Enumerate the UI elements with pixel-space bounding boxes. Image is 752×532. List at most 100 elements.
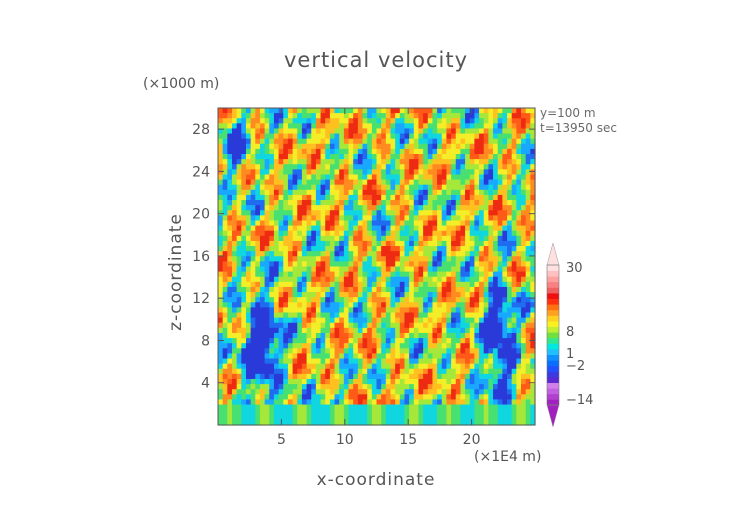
heatmap-cell: [222, 266, 228, 273]
heatmap-cell: [530, 373, 536, 380]
heatmap-cell: [418, 215, 424, 222]
heatmap-cell: [381, 220, 387, 227]
heatmap-cell: [465, 399, 471, 406]
heatmap-cell: [339, 338, 345, 344]
heatmap-cell: [236, 205, 242, 211]
heatmap-cell: [497, 409, 503, 416]
heatmap-cell: [357, 138, 364, 145]
heatmap-cell: [460, 419, 466, 426]
heatmap-cell: [273, 169, 280, 176]
heatmap-cell: [357, 261, 364, 268]
heatmap-cell: [339, 133, 345, 140]
heatmap-cell: [353, 327, 359, 334]
heatmap-cell: [245, 317, 252, 324]
heatmap-cell: [441, 159, 448, 165]
heatmap-cell: [236, 271, 242, 278]
heatmap-cell: [357, 307, 364, 314]
heatmap-cell: [423, 154, 429, 160]
heatmap-cell: [362, 143, 368, 150]
heatmap-cell: [418, 348, 424, 355]
heatmap-cell: [437, 373, 443, 380]
heatmap-cell: [395, 235, 401, 242]
heatmap-cell: [367, 353, 373, 360]
heatmap-cell: [269, 230, 275, 237]
heatmap-cell: [362, 230, 368, 237]
heatmap-cell: [446, 138, 452, 145]
heatmap-cell: [497, 373, 503, 380]
heatmap-cell: [465, 113, 471, 119]
heatmap-cell: [460, 230, 466, 237]
heatmap-cell: [283, 384, 289, 390]
heatmap-cell: [465, 179, 471, 186]
heatmap-cell: [227, 194, 233, 201]
heatmap-cell: [404, 389, 410, 395]
heatmap-cell: [516, 230, 522, 237]
heatmap-cell: [255, 261, 261, 268]
heatmap-cell: [343, 394, 350, 401]
heatmap-cell: [488, 348, 494, 355]
heatmap-cell: [362, 240, 368, 247]
heatmap-cell: [259, 235, 266, 242]
heatmap-cell: [483, 128, 489, 135]
heatmap-cell: [427, 327, 434, 334]
heatmap-cell: [493, 353, 499, 360]
heatmap-cell: [315, 378, 322, 385]
heatmap-cell: [390, 210, 396, 216]
heatmap-cell: [348, 389, 354, 395]
heatmap-cell: [227, 225, 233, 232]
heatmap-cell: [404, 143, 410, 150]
heatmap-cell: [451, 256, 457, 262]
heatmap-cell: [334, 123, 340, 130]
heatmap-cell: [493, 159, 499, 165]
heatmap-cell: [497, 292, 503, 298]
heatmap-cell: [320, 414, 326, 421]
heatmap-cell: [278, 128, 284, 135]
colorbar-segment: [547, 371, 559, 378]
heatmap-cell: [395, 271, 401, 278]
heatmap-cell: [301, 302, 308, 308]
heatmap-cell: [525, 246, 531, 252]
heatmap-cell: [264, 210, 270, 216]
heatmap-cell: [255, 322, 261, 329]
heatmap-cell: [222, 368, 228, 375]
heatmap-cell: [516, 419, 522, 426]
heatmap-cell: [381, 194, 387, 201]
heatmap-cell: [339, 281, 345, 288]
heatmap-cell: [301, 154, 308, 160]
heatmap-cell: [329, 210, 336, 216]
heatmap-cell: [343, 332, 350, 339]
heatmap-cell: [376, 235, 382, 242]
heatmap-cell: [227, 159, 233, 165]
heatmap-cell: [451, 409, 457, 416]
heatmap-cell: [376, 307, 382, 314]
heatmap-cell: [278, 338, 284, 344]
heatmap-cell: [222, 271, 228, 278]
heatmap-cell: [231, 164, 238, 170]
heatmap-cell: [250, 230, 256, 237]
heatmap-cell: [516, 235, 522, 242]
heatmap-cell: [245, 215, 252, 222]
heatmap-cell: [399, 302, 406, 308]
heatmap-cell: [273, 373, 280, 380]
heatmap-cell: [292, 399, 298, 406]
heatmap-cell: [292, 261, 298, 268]
heatmap-cell: [320, 384, 326, 390]
heatmap-cell: [479, 419, 485, 426]
y-tick-label: 12: [192, 291, 210, 307]
heatmap-cell: [287, 384, 294, 390]
heatmap-cell: [222, 384, 228, 390]
x-tick-label: 5: [277, 432, 286, 448]
heatmap-cell: [227, 348, 233, 355]
heatmap-cell: [465, 389, 471, 395]
heatmap-cell: [343, 200, 350, 206]
heatmap-cell: [399, 286, 406, 293]
heatmap-cell: [465, 353, 471, 360]
heatmap-cell: [348, 154, 354, 160]
heatmap-cell: [348, 322, 354, 329]
heatmap-cell: [273, 394, 280, 401]
heatmap-cell: [334, 271, 340, 278]
heatmap-cell: [245, 123, 252, 130]
heatmap-cell: [311, 210, 317, 216]
heatmap-cell: [255, 210, 261, 216]
heatmap-cell: [357, 220, 364, 227]
